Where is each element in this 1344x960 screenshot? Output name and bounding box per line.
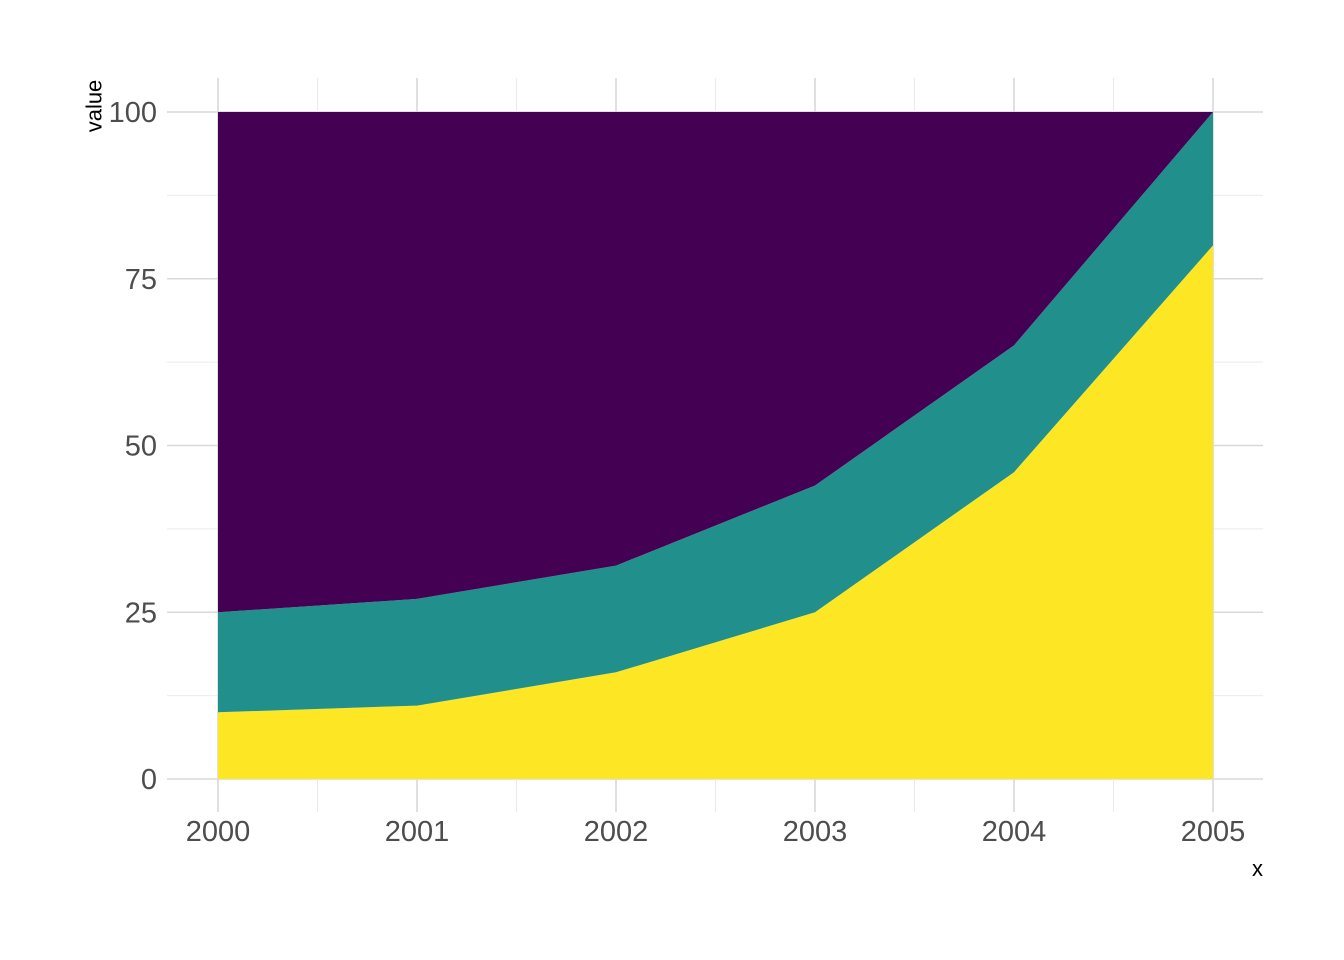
x-axis-title: x [1252, 856, 1263, 881]
y-axis-title: value [81, 79, 107, 133]
y-tick-label-75: 75 [125, 264, 157, 296]
area-series-bottom [218, 245, 1213, 779]
x-tick-label-2001: 2001 [385, 816, 450, 848]
y-tick-label-100: 100 [109, 97, 157, 129]
area-series-middle [218, 112, 1213, 713]
x-tick-label-2005: 2005 [1181, 816, 1246, 848]
y-tick-label-25: 25 [125, 597, 157, 629]
area-series-top [218, 112, 1213, 613]
x-tick-label-2000: 2000 [186, 816, 251, 848]
x-tick-label-2002: 2002 [584, 816, 649, 848]
y-tick-label-50: 50 [125, 431, 157, 463]
x-tick-label-2003: 2003 [783, 816, 848, 848]
y-tick-label-0: 0 [141, 764, 157, 796]
x-tick-label-2004: 2004 [982, 816, 1047, 848]
